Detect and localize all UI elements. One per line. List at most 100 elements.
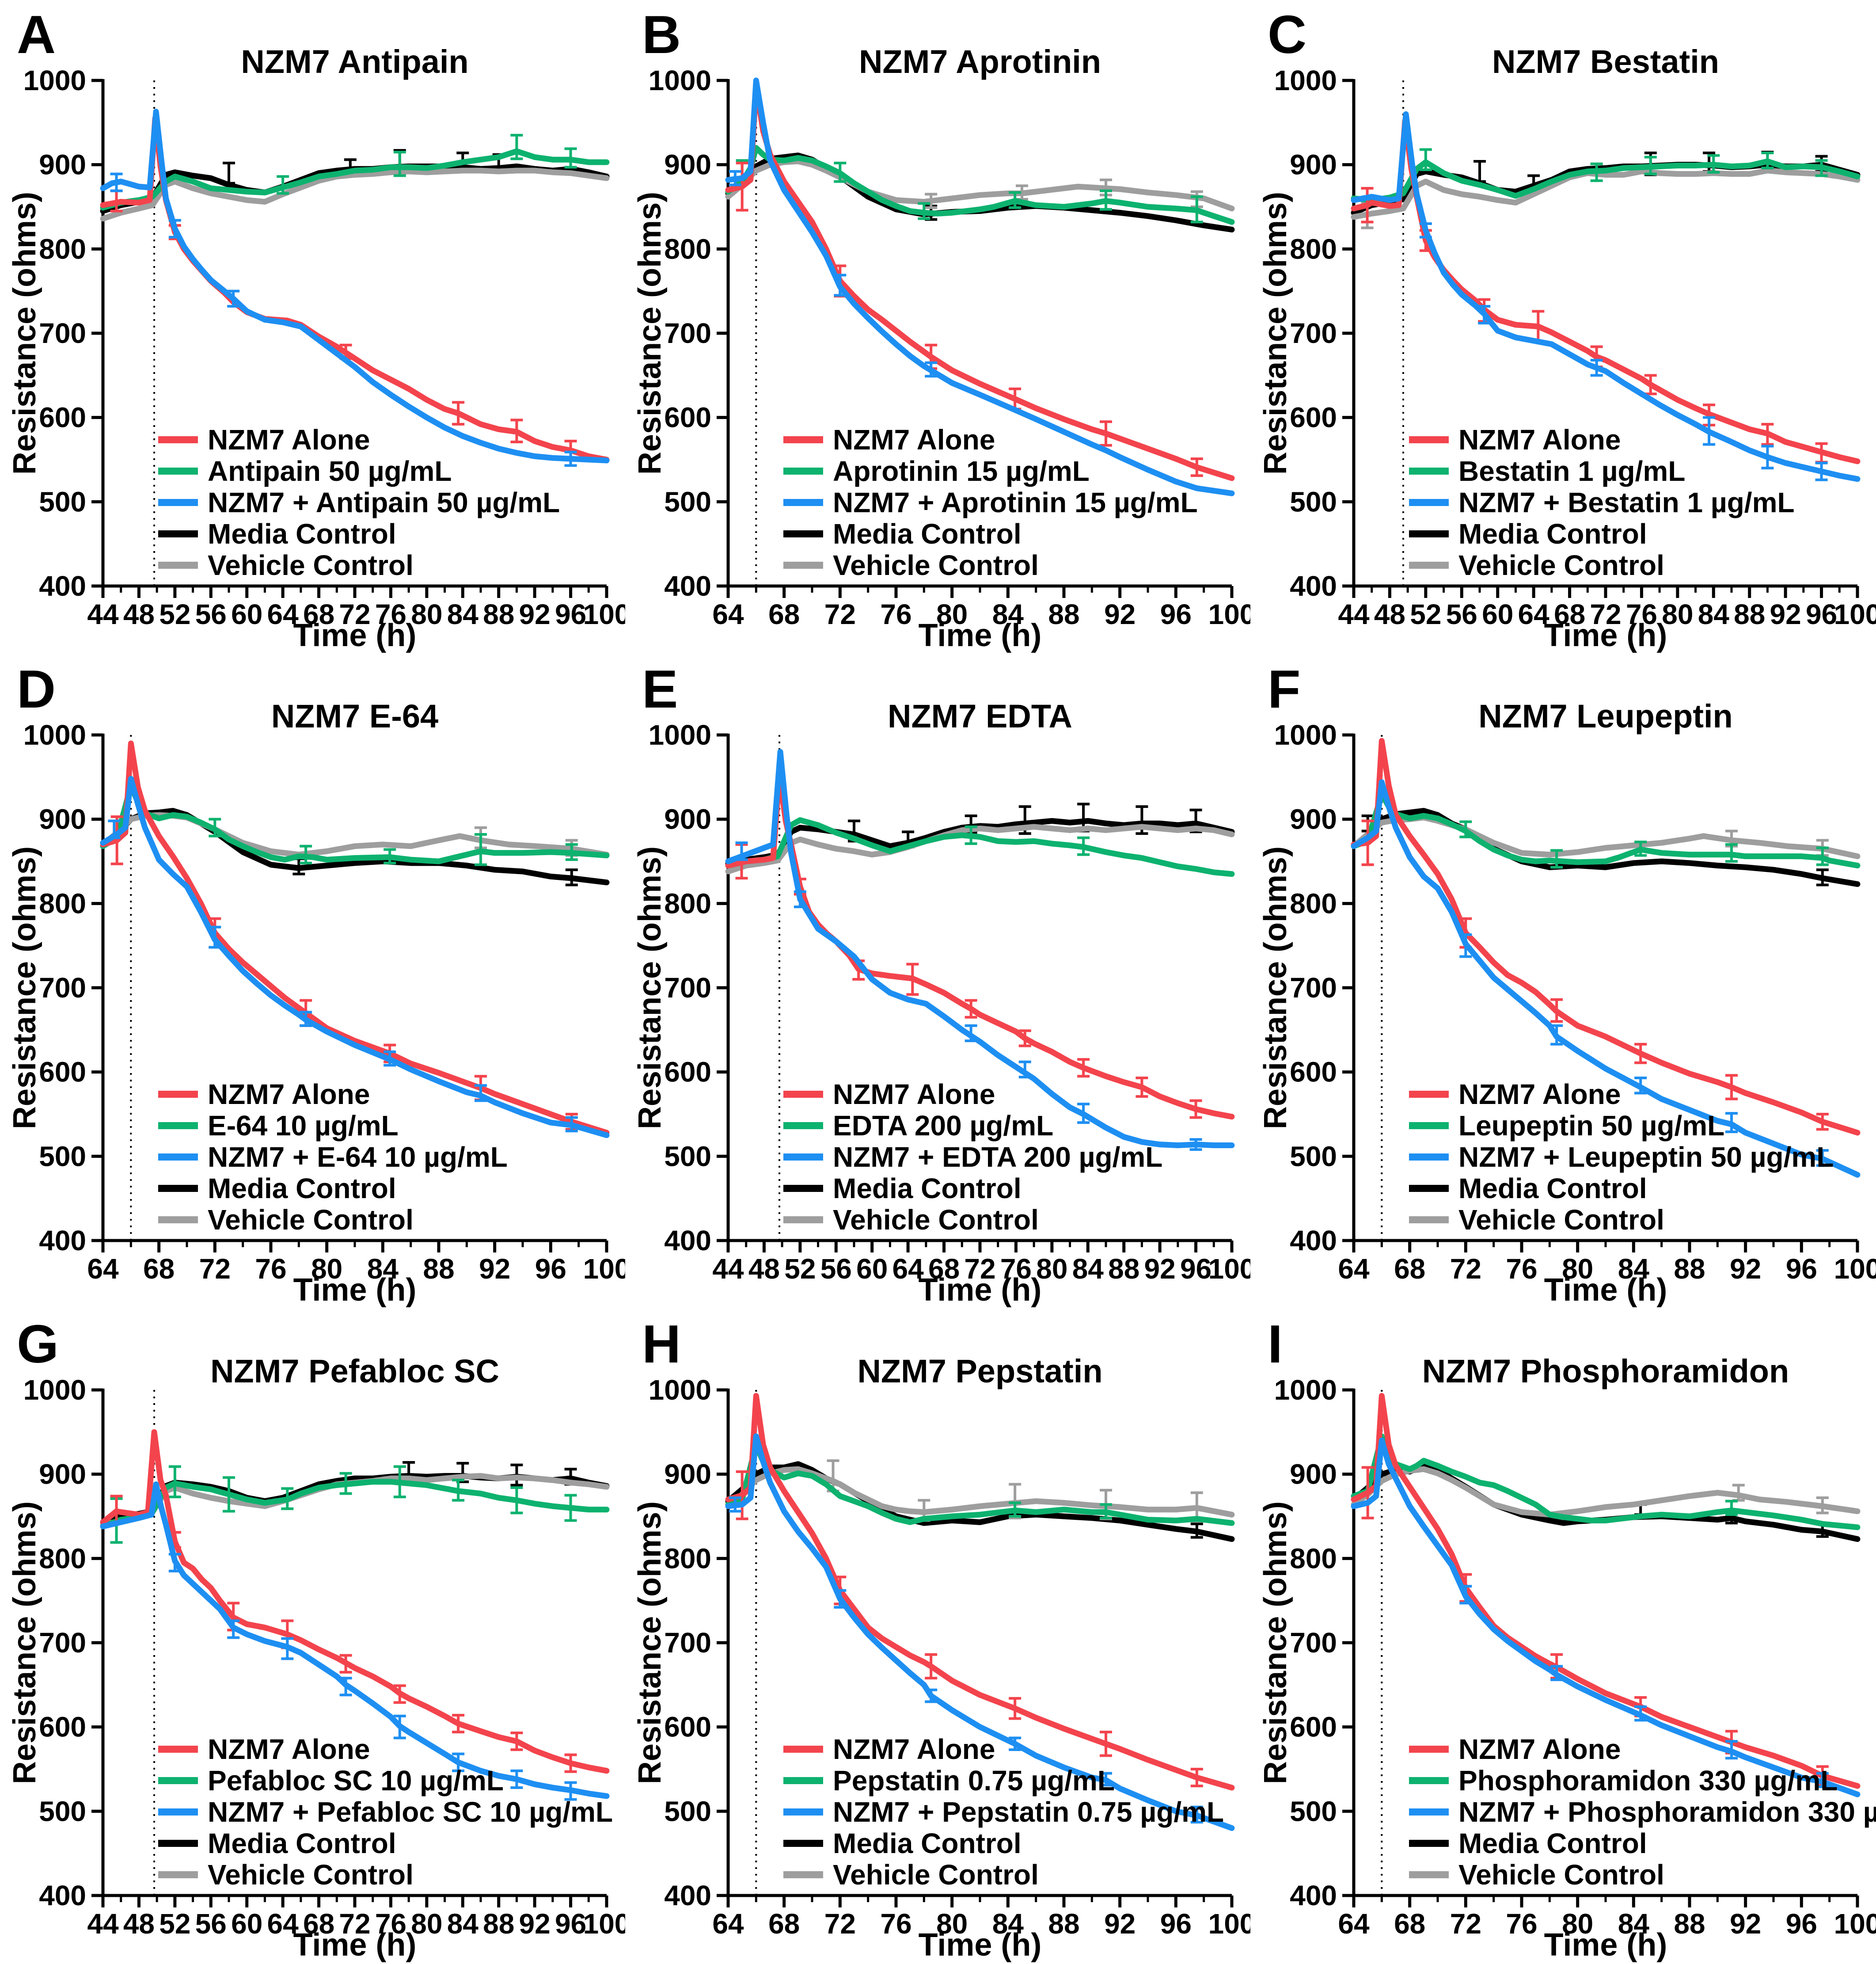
x-tick-label: 76 [375,598,406,630]
x-tick-label: 72 [1450,1253,1481,1285]
legend-label: Vehicle Control [833,1859,1039,1891]
legend-label: Media Control [833,1827,1022,1859]
legend-item: Vehicle Control [158,1859,414,1891]
y-axis-label: Resistance (ohms) [7,846,42,1129]
legend-item: NZM7 + Leupeptin 50 µg/mL [1409,1141,1834,1173]
y-tick-label: 800 [665,888,712,920]
legend-item: Antipain 50 µg/mL [158,455,452,487]
x-tick-label: 96 [1160,598,1192,630]
x-tick-label: 84 [1618,1908,1649,1940]
x-tick-label: 88 [1048,1908,1080,1940]
legend-item: Pepstatin 0.75 µg/mL [783,1765,1115,1797]
y-axis-label: Resistance (ohms) [632,1501,668,1784]
y-tick-label: 500 [39,1141,86,1172]
x-tick-label: 56 [195,1908,227,1940]
x-axis-label: Time (h) [293,1272,417,1308]
series-line-black [1351,808,1861,887]
y-tick-label: 900 [665,1458,712,1490]
y-tick-label: 400 [665,1880,712,1911]
x-tick-label: 92 [1104,598,1135,630]
panel-letter: A [17,4,56,65]
x-tick-label: 52 [159,598,190,630]
y-tick-label: 600 [39,1056,86,1088]
x-tick-label: 64 [892,1253,924,1285]
x-tick-label: 92 [1730,1908,1761,1940]
x-tick-label: 68 [143,1253,175,1285]
y-tick-label: 900 [39,1458,86,1490]
legend-label: NZM7 Alone [208,1078,370,1110]
y-tick-label: 400 [1290,1880,1337,1911]
legend-label: E-64 10 µg/mL [208,1110,399,1142]
y-tick-label: 600 [665,402,712,434]
x-tick-label: 96 [1785,1908,1817,1940]
legend-item: NZM7 Alone [158,1733,370,1765]
y-tick-label: 900 [1290,803,1337,835]
x-tick-label: 92 [1730,1253,1761,1285]
y-tick-label: 700 [39,972,86,1004]
y-axis-label: Resistance (ohms) [7,1501,42,1784]
legend-label: Leupeptin 50 µg/mL [1458,1110,1724,1142]
y-axis-label: Resistance (ohms) [632,192,668,475]
series-line-gray [1351,167,1861,220]
y-tick-label: 500 [1290,1795,1337,1827]
y-tick-label: 600 [1290,402,1337,434]
panel-letter: G [17,1314,59,1374]
legend-label: EDTA 200 µg/mL [833,1110,1053,1142]
panel-letter: C [1268,4,1306,65]
x-tick-label: 100 [583,1908,625,1940]
x-tick-label: 72 [824,1908,856,1940]
x-tick-label: 84 [367,1253,399,1285]
series-line-green [1351,791,1861,869]
x-axis-label: Time (h) [1544,1272,1667,1308]
y-tick-label: 400 [665,1225,712,1256]
panel-letter: H [642,1314,681,1374]
x-tick-label: 56 [1446,598,1477,630]
legend-label: NZM7 + Pefabloc SC 10 µg/mL [208,1796,613,1828]
x-tick-label: 84 [992,598,1024,630]
series-line-blue [1351,779,1861,1178]
legend-label: NZM7 + EDTA 200 µg/mL [833,1141,1162,1173]
error-bar [510,133,523,160]
x-tick-label: 96 [555,598,586,630]
panel-title: NZM7 Antipain [241,43,468,80]
legend-item: Media Control [1409,518,1647,550]
panel-B-chart: B NZM7 Aprotinin Resistance (ohms) Time (h)… [632,4,1250,653]
y-tick-label: 700 [1290,1627,1337,1659]
series-line-blue [1351,111,1861,482]
y-tick-label: 500 [1290,486,1337,518]
legend-item: Phosphoramidon 330 µg/mL [1409,1765,1838,1797]
x-tick-label: 84 [1698,598,1729,630]
legend-item: NZM7 + Pefabloc SC 10 µg/mL [158,1796,613,1828]
legend-item: Media Control [158,1172,396,1204]
x-tick-label: 48 [123,598,155,630]
y-tick-label: 700 [1290,972,1337,1004]
legend-item: Vehicle Control [1409,549,1664,581]
panel-F: F NZM7 Leupeptin Resistance (ohms) Time (h)… [1251,655,1876,1309]
panel-letter: E [642,659,678,719]
legend-label: Vehicle Control [833,549,1039,581]
legend-item: Vehicle Control [783,1204,1039,1236]
legend-item: NZM7 + Pepstatin 0.75 µg/mL [783,1796,1224,1828]
x-tick-label: 88 [423,1253,454,1285]
x-tick-label: 100 [583,1253,625,1285]
x-tick-label: 100 [1208,1908,1250,1940]
x-tick-label: 76 [255,1253,286,1285]
legend-label: NZM7 + Leupeptin 50 µg/mL [1458,1141,1834,1173]
legend-item: NZM7 + Aprotinin 15 µg/mL [783,487,1198,518]
x-tick-label: 52 [159,1908,190,1940]
y-tick-label: 400 [665,570,712,602]
x-tick-label: 92 [1144,1253,1176,1285]
x-tick-label: 76 [881,1908,912,1940]
x-tick-label: 64 [87,1253,119,1285]
y-tick-label: 1000 [649,65,711,96]
panel-A: A NZM7 Antipain Resistance (ohms) Time (h) 4… [0,0,625,655]
y-tick-label: 900 [39,149,86,181]
legend-label: NZM7 Alone [833,1733,995,1765]
y-tick-label: 800 [665,233,712,265]
x-tick-label: 60 [231,598,262,630]
legend-item: EDTA 200 µg/mL [783,1110,1054,1142]
y-tick-label: 1000 [23,1374,86,1406]
x-tick-label: 68 [928,1253,960,1285]
x-tick-label: 60 [231,1908,262,1940]
y-tick-label: 700 [39,1627,86,1659]
